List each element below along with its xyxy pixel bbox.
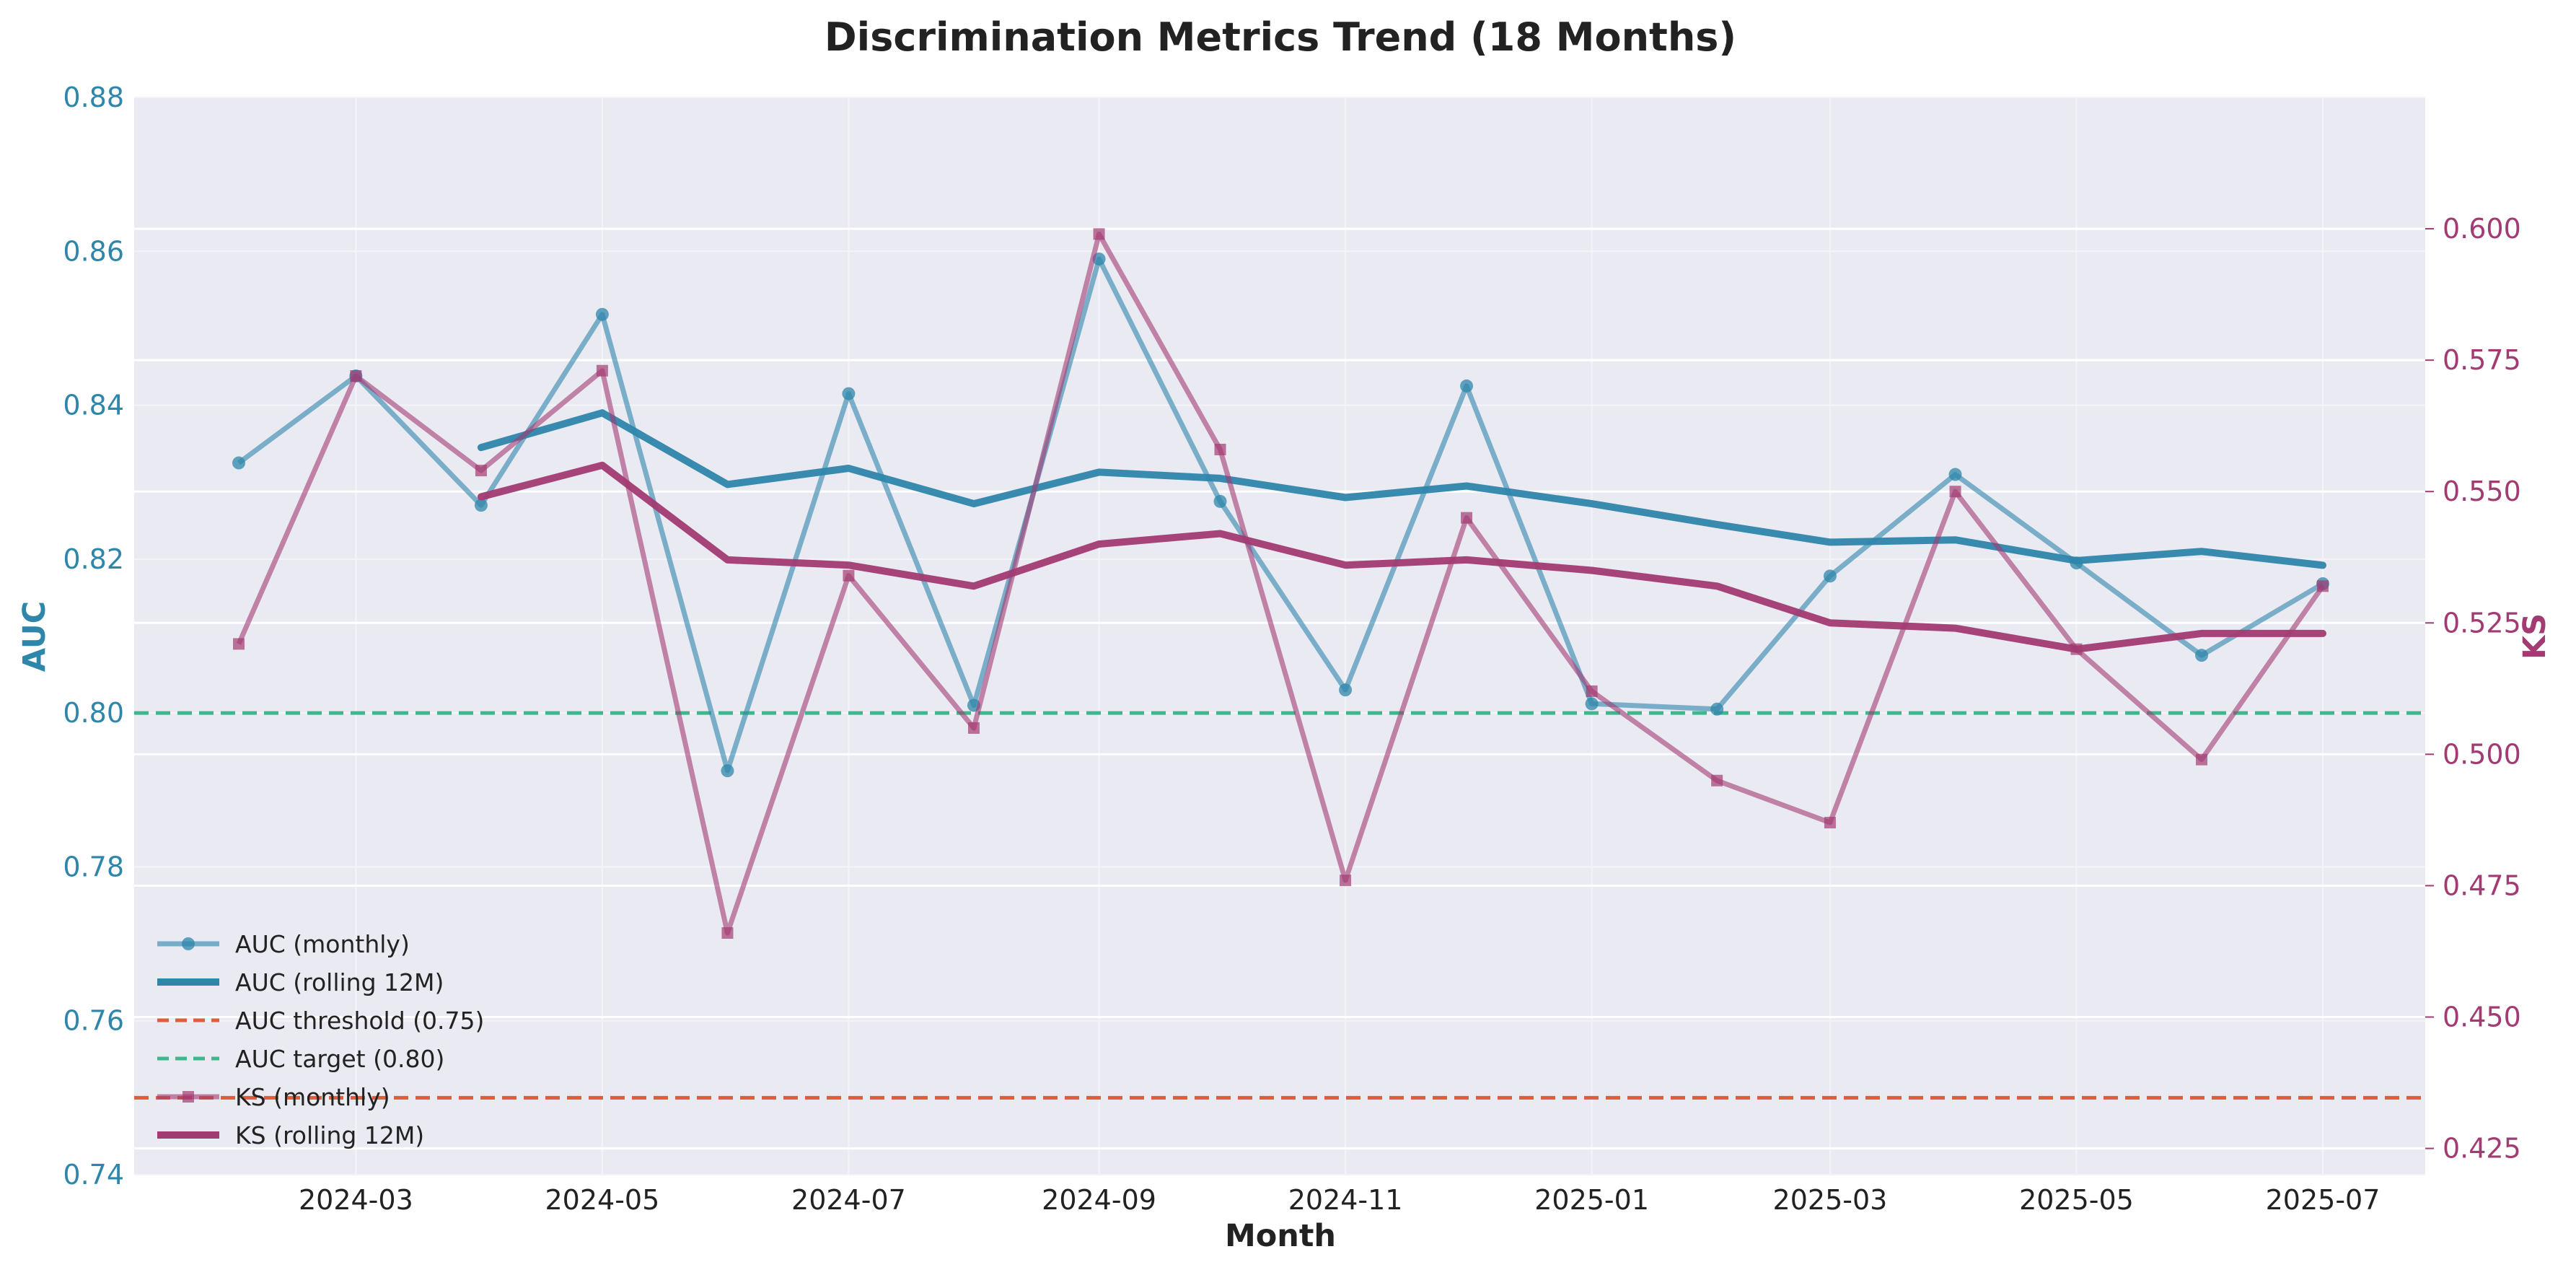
ks-monthly-point <box>1340 875 1352 887</box>
x-tick-label: 2025-07 <box>2266 1184 2381 1216</box>
ks-monthly-point <box>2196 753 2208 766</box>
y-tick-label-left: 0.88 <box>63 82 124 113</box>
x-tick-label: 2025-05 <box>2019 1184 2134 1216</box>
ks-monthly-point <box>1214 443 1226 455</box>
y-tick-label-left: 0.84 <box>63 390 124 421</box>
reference-lines <box>134 711 2425 1100</box>
y-tick-label-right: 0.500 <box>2443 738 2521 770</box>
ks-monthly-point <box>721 926 734 939</box>
y-tick-label-right: 0.475 <box>2443 869 2521 901</box>
auc-monthly-point <box>1948 468 1962 481</box>
grid-lines <box>134 97 2425 1175</box>
auc-monthly-point <box>2195 649 2209 662</box>
auc-monthly-point <box>1213 494 1227 508</box>
y-tick-label-left: 0.74 <box>63 1159 124 1191</box>
y-tick-label-right: 0.425 <box>2443 1133 2521 1165</box>
y-tick-label-left: 0.86 <box>63 235 124 267</box>
ks-monthly-point <box>1824 817 1836 829</box>
auc-monthly-point <box>1460 379 1474 393</box>
y-axis-label-left: AUC <box>17 601 53 672</box>
ks-monthly-point <box>475 465 487 477</box>
ks-monthly-point <box>1586 685 1598 697</box>
legend-marker-auc-monthly <box>182 937 195 950</box>
y-tick-label-left: 0.82 <box>63 543 124 575</box>
ks-rolling-12m-line <box>477 461 2326 653</box>
auc-monthly-point <box>721 764 734 778</box>
ks-monthly-point <box>2317 580 2329 592</box>
ks-monthly-point <box>596 364 608 377</box>
legend-label-ks-rolling-12m: KS (rolling 12M) <box>235 1121 424 1149</box>
auc-monthly-point <box>1823 569 1837 583</box>
y-tick-label-right: 0.550 <box>2443 476 2521 507</box>
series-layer <box>232 228 2329 939</box>
auc-monthly-point <box>1585 697 1599 711</box>
ks-monthly-point <box>1949 486 1961 498</box>
auc-rolling-12m-line <box>477 409 2326 569</box>
y-axis-label-right: KS <box>2517 613 2553 660</box>
auc-monthly-point <box>232 456 245 470</box>
auc-monthly-point <box>595 307 609 321</box>
auc-monthly-point <box>842 387 856 400</box>
y-tick-label-left: 0.78 <box>63 851 124 882</box>
legend: AUC (monthly) AUC (rolling 12M) AUC thresh… <box>157 930 484 1149</box>
x-tick-label: 2024-07 <box>791 1184 906 1216</box>
x-tick-label: 2024-03 <box>299 1184 413 1216</box>
ticks: 2024-03 2024-05 2024-07 2024-09 2024-11 2025-… <box>63 82 2520 1216</box>
x-tick-label: 2024-05 <box>545 1184 660 1216</box>
x-axis-label: Month <box>1225 1218 1336 1254</box>
ks-monthly-point <box>1461 512 1473 524</box>
y-tick-label-right: 0.525 <box>2443 607 2521 639</box>
legend-marker-ks-monthly <box>183 1091 194 1103</box>
auc-monthly-point <box>1710 702 1724 716</box>
y-tick-label-right: 0.575 <box>2443 344 2521 376</box>
ks-monthly-point <box>1711 774 1723 787</box>
legend-label-auc-threshold-0-75: AUC threshold (0.75) <box>235 1007 484 1035</box>
y-tick-label-right: 0.600 <box>2443 213 2521 245</box>
plot-area <box>134 97 2425 1175</box>
y-tick-label-right: 0.450 <box>2443 1002 2521 1033</box>
auc-monthly-point <box>1339 683 1353 697</box>
legend-label-auc-rolling-12m: AUC (rolling 12M) <box>235 968 444 996</box>
ks-monthly-point <box>233 638 245 650</box>
legend-label-ks-monthly: KS (monthly) <box>235 1083 390 1111</box>
auc-monthly-line <box>237 256 2324 774</box>
x-tick-label: 2025-03 <box>1773 1184 1888 1216</box>
chart-title: Discrimination Metrics Trend (18 Months) <box>825 14 1736 60</box>
ks-monthly-point <box>843 569 855 582</box>
legend-label-auc-monthly: AUC (monthly) <box>235 930 410 958</box>
ks-monthly-point <box>350 369 362 382</box>
auc-monthly-point <box>474 499 488 512</box>
ks-monthly-point <box>967 722 980 734</box>
x-tick-label: 2025-01 <box>1534 1184 1649 1216</box>
ks-monthly-line <box>236 231 2325 936</box>
x-tick-label: 2024-11 <box>1288 1184 1403 1216</box>
y-tick-label-left: 0.80 <box>63 697 124 729</box>
legend-label-auc-target-0-80: AUC target (0.80) <box>235 1045 444 1073</box>
x-tick-label: 2024-09 <box>1042 1184 1156 1216</box>
y-tick-label-left: 0.76 <box>63 1005 124 1037</box>
ks-monthly-point <box>1093 228 1105 240</box>
